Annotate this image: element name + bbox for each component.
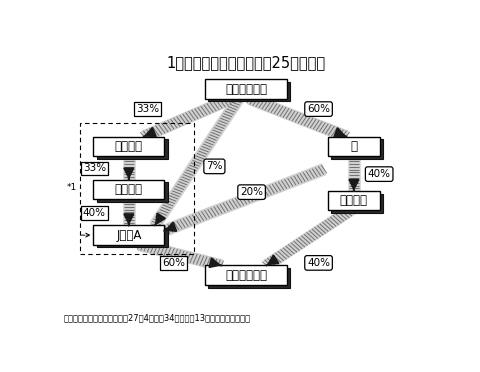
Text: 7%: 7% <box>206 161 223 171</box>
Text: ＊全農と県連が統合し，平成27年4月現在34県本部，13県連となっている。: ＊全農と県連が統合し，平成27年4月現在34県本部，13県連となっている。 <box>64 313 251 322</box>
FancyBboxPatch shape <box>328 191 380 211</box>
Text: 20%: 20% <box>240 187 263 197</box>
FancyBboxPatch shape <box>97 182 168 202</box>
Text: 登録取得会社: 登録取得会社 <box>225 83 267 96</box>
Text: 卸: 卸 <box>350 140 358 153</box>
Text: 33%: 33% <box>83 163 106 173</box>
FancyBboxPatch shape <box>97 228 168 247</box>
Text: 40%: 40% <box>368 169 391 179</box>
FancyBboxPatch shape <box>97 139 168 158</box>
Text: *1: *1 <box>67 183 77 192</box>
FancyBboxPatch shape <box>94 180 164 199</box>
Text: 60%: 60% <box>307 104 330 114</box>
Bar <box>81 124 194 254</box>
Text: 県　　連: 県 連 <box>115 183 143 196</box>
Text: 1　農薬流通機構図（平成25年推定）: 1 農薬流通機構図（平成25年推定） <box>167 55 325 70</box>
FancyBboxPatch shape <box>94 225 164 245</box>
Text: 農家・使用者: 農家・使用者 <box>225 269 267 282</box>
FancyBboxPatch shape <box>331 193 383 213</box>
FancyBboxPatch shape <box>205 266 287 285</box>
FancyBboxPatch shape <box>208 268 290 288</box>
Text: 小　　売: 小 売 <box>340 194 368 207</box>
Text: 40%: 40% <box>307 258 330 268</box>
FancyBboxPatch shape <box>328 137 380 156</box>
Text: 40%: 40% <box>83 208 106 218</box>
Text: J　　A: J A <box>116 229 142 242</box>
FancyBboxPatch shape <box>331 139 383 158</box>
Text: 33%: 33% <box>136 104 159 114</box>
FancyBboxPatch shape <box>205 79 287 99</box>
FancyBboxPatch shape <box>94 137 164 156</box>
Text: 60%: 60% <box>162 258 185 268</box>
FancyBboxPatch shape <box>208 82 290 101</box>
Text: 全　　農: 全 農 <box>115 140 143 153</box>
